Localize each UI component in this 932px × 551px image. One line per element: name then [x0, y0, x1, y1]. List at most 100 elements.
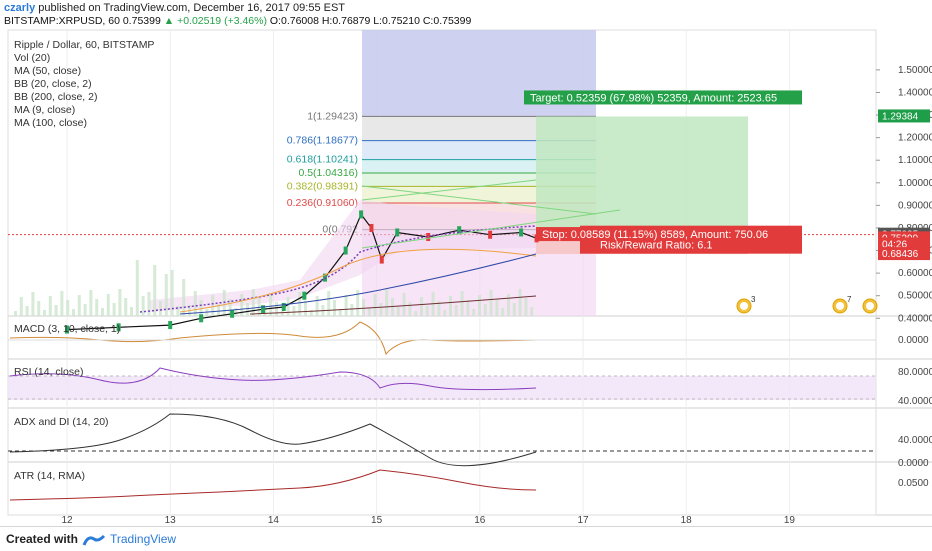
- price-candle: [426, 232, 431, 241]
- price-candle: [168, 321, 173, 330]
- volume-bar: [217, 304, 220, 316]
- indicator-bb200[interactable]: BB (200, close, 2): [14, 91, 98, 103]
- volume-bar: [472, 309, 476, 316]
- ohlc-values: O:0.76008 H:0.76879 L:0.75210 C:0.75399: [269, 15, 472, 27]
- price-candle: [343, 246, 348, 255]
- risk-reward-label: Risk/Reward Ratio: 6.1: [600, 240, 713, 252]
- target-zone: [536, 116, 748, 235]
- volume-bar: [14, 311, 17, 316]
- volume-bar: [269, 293, 273, 316]
- volume-bar: [95, 299, 99, 316]
- volume-bar: [385, 289, 389, 316]
- volume-bar: [176, 306, 180, 316]
- sub-pane-tick: 0.0000: [898, 458, 929, 469]
- volume-bar: [443, 310, 447, 316]
- chart-canvas[interactable]: 1(1.29423) 0.786(1.18677) 0.618(1.10241) 0.…: [0, 0, 932, 526]
- volume-bar: [25, 306, 29, 316]
- sub-pane-tick: 40.0000: [898, 396, 932, 407]
- rsi-line: [9, 367, 537, 391]
- volume-bar: [402, 293, 406, 316]
- volume-bar: [275, 302, 278, 316]
- time-tick-label: 14: [268, 515, 280, 526]
- volume-bar: [199, 300, 203, 316]
- volume-bar: [454, 305, 458, 316]
- price-tick-label: 1.20000: [898, 133, 932, 144]
- volume-bar: [524, 298, 528, 316]
- tradingview-logo-icon: [82, 534, 106, 546]
- ma50-line: [179, 248, 537, 313]
- volume-bar: [193, 291, 197, 316]
- ma9-line: [139, 225, 537, 313]
- event-count: 7: [847, 295, 852, 304]
- sub-pane-tick: 0.0000: [898, 335, 929, 346]
- up-arrow-icon: ▲: [163, 15, 175, 27]
- volume-bar: [48, 296, 52, 316]
- fib-label-2: 0.618(1.10241): [287, 154, 358, 166]
- volume-bar: [106, 294, 110, 316]
- time-tick-label: 17: [577, 515, 589, 526]
- bb200-line: [249, 295, 537, 315]
- volume-bar: [164, 274, 168, 316]
- volume-bar: [437, 301, 441, 316]
- volume-bar: [66, 300, 70, 316]
- price-tick-label: 1.40000: [898, 87, 932, 98]
- price-tick-label: 0.50000: [898, 291, 932, 302]
- price-tick-label: 0.40000: [898, 313, 932, 324]
- indicator-vol[interactable]: Vol (20): [14, 52, 51, 64]
- sub-pane-tick: 40.0000: [898, 435, 932, 446]
- price-tag: 1.29384: [882, 111, 919, 122]
- event-icon-inner: [740, 302, 748, 310]
- volume-bar: [530, 307, 534, 316]
- indicator-ma100[interactable]: MA (100, close): [14, 117, 87, 129]
- volume-bar: [280, 311, 284, 316]
- sub-pane-tick: 80.0000: [898, 367, 932, 378]
- atr-label[interactable]: ATR (14, RMA): [14, 470, 85, 482]
- price-candle: [519, 228, 524, 237]
- time-tick-label: 19: [784, 515, 796, 526]
- fib-label-0: 1(1.29423): [307, 110, 358, 122]
- volume-bar: [130, 307, 133, 316]
- volume-bar: [460, 291, 464, 316]
- volume-bar: [362, 299, 365, 316]
- stop-label: Stop: 0.08589 (11.15%) 8589, Amount: 750…: [542, 229, 768, 241]
- price-tag: 04:26: [882, 239, 907, 250]
- ohlc-line: BITSTAMP:XRPUSD, 60 0.75399 ▲ +0.02519 (…: [4, 15, 471, 27]
- adx-label[interactable]: ADX and DI (14, 20): [14, 416, 109, 428]
- trend-mid: [361, 185, 597, 215]
- volume-bar: [54, 305, 58, 316]
- fib-label-1: 0.786(1.18677): [287, 135, 358, 147]
- rsi-label[interactable]: RSI (14, close): [14, 366, 84, 378]
- indicator-ma9[interactable]: MA (9, close): [14, 104, 76, 116]
- volume-bar: [507, 294, 510, 316]
- volume-bar: [228, 299, 232, 316]
- volume-bar: [309, 310, 313, 316]
- author-link[interactable]: czarly: [4, 2, 36, 14]
- price-candle: [116, 323, 121, 332]
- volume-bar: [408, 302, 412, 316]
- created-with: Created with: [6, 532, 79, 546]
- indicator-list: Vol (20) MA (50, close) BB (20, close, 2…: [14, 52, 97, 130]
- volume-bar: [483, 304, 487, 316]
- volume-bar: [518, 289, 522, 316]
- indicator-bb20[interactable]: BB (20, close, 2): [14, 78, 92, 90]
- footer: Created with TradingView: [0, 526, 932, 551]
- event-icon-inner: [866, 302, 874, 310]
- price-tick-label: 1.50000: [898, 65, 932, 76]
- volume-bar: [31, 292, 35, 316]
- event-icon-inner: [836, 302, 844, 310]
- tradingview-brand[interactable]: TradingView: [110, 532, 177, 546]
- volume-bar: [43, 310, 46, 316]
- indicator-ma50[interactable]: MA (50, close): [14, 65, 82, 77]
- atr-line: [9, 469, 537, 501]
- volume-bar: [159, 301, 162, 316]
- price-candle: [199, 314, 204, 323]
- volume-bar: [495, 299, 499, 316]
- volume-bar: [367, 308, 371, 316]
- volume-bar: [124, 298, 128, 316]
- volume-bar: [234, 308, 238, 316]
- macd-label[interactable]: MACD (3, 10, close, 1): [14, 323, 121, 335]
- volume-bar: [478, 295, 481, 316]
- volume-bar: [425, 306, 429, 316]
- volume-bar: [344, 295, 348, 316]
- price-candle: [395, 228, 400, 237]
